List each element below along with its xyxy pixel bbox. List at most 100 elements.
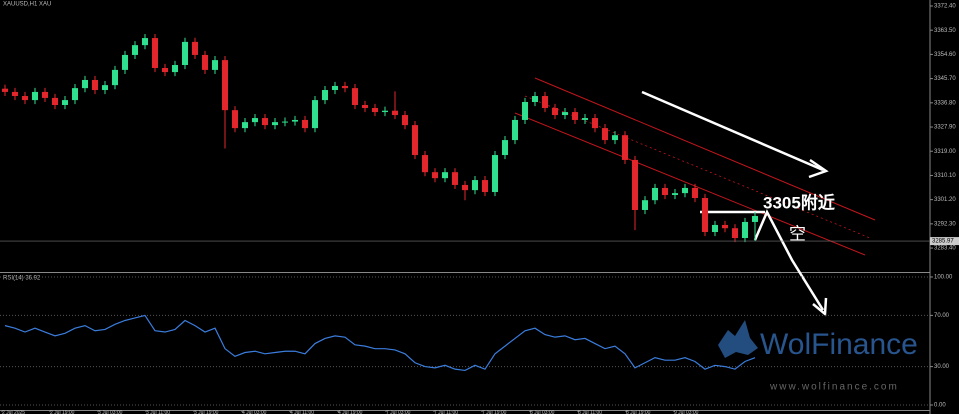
candle-body [692,187,698,199]
candle-body [42,91,48,98]
candle-body [392,110,398,116]
x-tick-label: 7 Jul 11:00 [434,410,458,414]
y-tick-label: 70.00 [934,313,950,319]
candle-body [582,118,588,120]
y-tick-label: 3363.50 [934,28,956,34]
channel-line [534,77,876,221]
y-tick-label: 3372.40 [934,4,956,10]
candle-body [302,119,308,129]
candle-body [92,79,98,91]
candle-body [322,90,328,101]
candle-body [562,112,568,116]
indicator-label: RSI(14) 36.92 [3,276,41,282]
x-tick-label: 7 Jul 19:00 [482,410,507,414]
candle-body [342,85,348,89]
candle-body [532,96,538,102]
candle-body [152,38,158,68]
y-tick-label: 3327.90 [934,125,956,131]
annotation-text: 空 [789,224,806,243]
candle-body [142,38,148,46]
last-price-label: 3285.97 [932,239,954,245]
annotation-text: 3305附近 [763,192,835,212]
x-tick-label: 8 Jul 03:00 [530,410,555,414]
candle-body [552,107,558,116]
candle-body [52,97,58,105]
y-tick-label: 3283.40 [934,246,956,252]
x-tick-label: 7 Jul 03:00 [386,410,411,414]
y-tick-label: 100.00 [934,275,953,281]
candle-body [372,107,378,113]
candle-body [672,193,678,196]
candle-body [472,180,478,191]
candle-body [62,100,68,105]
candle-body [272,122,278,126]
candle-body [102,85,108,91]
candle-body [352,88,358,105]
x-tick-label: 3 Jul 03:00 [98,410,123,414]
x-tick-label: 2 Jul 2025 [2,410,25,414]
candle-body [442,172,448,179]
candle-body [662,187,668,196]
candle-body [412,125,418,156]
candle-body [422,155,428,173]
candle-body [252,118,258,123]
candle-body [222,60,228,111]
candle-body [432,172,438,179]
channel-line [514,112,866,256]
x-tick-label: 2 Jul 19:00 [50,410,75,414]
y-tick-label: 3319.00 [934,149,956,155]
candle-body [292,119,298,122]
x-tick-label: 3 Jul 11:00 [146,410,170,414]
candle-body [452,172,458,185]
candle-body [362,104,368,108]
candle-body [512,119,518,141]
candle-body [702,198,708,233]
candle-body [622,135,628,160]
x-tick-label: 8 Jul 19:00 [626,410,651,414]
candle-body [122,54,128,70]
candle-body [732,228,738,238]
candle-body [632,159,638,210]
candle-body [572,112,578,120]
candle-body [402,115,408,126]
candle-body [212,60,218,70]
y-tick-label: 3345.70 [934,76,956,82]
candle-body [502,140,508,156]
candle-body [682,187,688,194]
candle-body [382,110,388,113]
candle-body [12,91,18,97]
candle-body [22,96,28,101]
candle-body [162,68,168,73]
candle-body [462,184,468,191]
x-tick-label: 4 Jul 11:00 [290,410,314,414]
candle-body [492,155,498,193]
y-tick-label: 3292.30 [934,221,956,227]
symbol-label: XAUUSD,H1 XAU [3,2,51,8]
candle-body [262,118,268,126]
candle-body [32,91,38,101]
watermark-brand: WolFinance [760,328,918,361]
candle-body [192,41,198,55]
candle-body [752,215,758,222]
candle-body [172,65,178,73]
y-tick-label: 30.00 [934,364,950,370]
candle-body [482,180,488,193]
watermark-url: www.wolfinance.com [769,382,899,393]
candle-body [722,224,728,229]
candle-body [612,135,618,141]
x-tick-label: 3 Jul 19:00 [194,410,219,414]
candle-body [602,128,608,141]
x-tick-label: 4 Jul 03:00 [242,410,267,414]
x-tick-label: 8 Jul 11:00 [578,410,602,414]
candle-body [132,45,138,55]
candle-body [742,221,748,238]
candle-body [112,69,118,86]
x-tick-label: 4 Jul 19:00 [338,410,363,414]
candle-body [232,110,238,129]
candle-body [202,54,208,70]
last-price-box [930,237,959,246]
y-tick-label: 3310.10 [934,173,956,179]
y-tick-label: 3336.80 [934,100,956,106]
